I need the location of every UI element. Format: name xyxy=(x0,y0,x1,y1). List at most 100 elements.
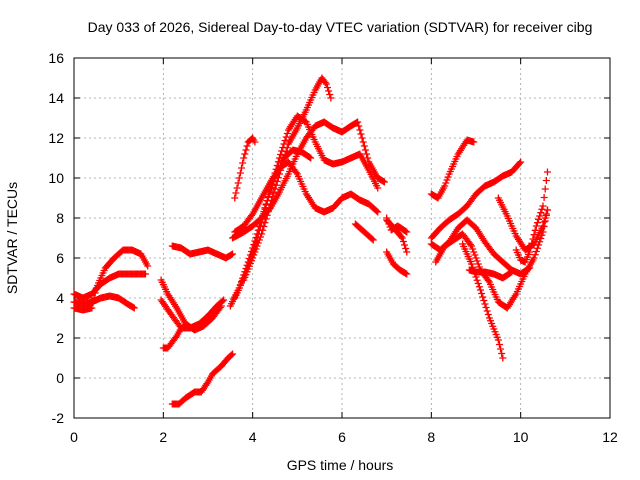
data-point xyxy=(229,350,237,358)
data-point xyxy=(507,269,515,277)
data-point xyxy=(255,236,263,244)
data-point xyxy=(129,303,137,311)
data-point xyxy=(541,214,549,222)
data-point xyxy=(526,248,534,256)
data-point xyxy=(240,154,248,162)
data-point xyxy=(531,251,539,259)
series-s1 xyxy=(70,246,152,314)
data-point xyxy=(471,251,479,259)
data-point xyxy=(252,245,260,253)
data-point xyxy=(251,248,259,256)
series-s24 xyxy=(465,266,516,282)
y-axis-ticks: -2 0 2 4 6 8 10 12 14 16 xyxy=(48,50,610,426)
data-point xyxy=(533,219,541,227)
data-point xyxy=(231,194,239,202)
data-point xyxy=(397,233,405,241)
data-point xyxy=(542,210,550,218)
data-point xyxy=(242,146,250,154)
data-point xyxy=(470,248,478,256)
data-point xyxy=(238,164,245,172)
data-point xyxy=(306,153,314,161)
x-tick-label: 8 xyxy=(427,429,435,445)
x-tick-label: 12 xyxy=(602,429,618,445)
series-s8 xyxy=(168,350,237,408)
data-point xyxy=(541,185,549,193)
data-point xyxy=(269,193,277,200)
data-point xyxy=(277,166,285,174)
data-point xyxy=(402,245,410,252)
series-s18 xyxy=(383,214,411,236)
data-point xyxy=(263,211,271,219)
data-point xyxy=(262,215,270,223)
data-point xyxy=(321,79,329,86)
data-point xyxy=(272,181,280,189)
data-point xyxy=(444,173,452,181)
data-point xyxy=(374,184,382,192)
x-axis-label: GPS time / hours xyxy=(287,457,394,473)
data-point xyxy=(274,158,282,166)
data-point xyxy=(530,254,538,262)
data-point xyxy=(236,169,244,177)
data-point xyxy=(478,290,486,297)
data-point xyxy=(239,159,247,167)
data-point xyxy=(527,244,535,252)
data-point xyxy=(533,244,541,252)
data-point xyxy=(537,209,545,217)
data-point xyxy=(402,269,410,277)
data-point xyxy=(543,206,551,214)
series-s20 xyxy=(427,158,525,242)
y-tick-label: 16 xyxy=(48,50,64,66)
data-point xyxy=(360,142,368,150)
data-point xyxy=(203,380,211,388)
data-point xyxy=(475,283,483,291)
data-point xyxy=(265,204,273,212)
data-point xyxy=(498,350,506,357)
data-point xyxy=(232,189,240,197)
data-point xyxy=(260,223,268,230)
data-point xyxy=(233,184,241,192)
data-point xyxy=(220,296,228,304)
data-point xyxy=(532,222,540,230)
data-point xyxy=(283,144,291,152)
series-s13 xyxy=(231,134,259,202)
x-tick-label: 0 xyxy=(70,429,78,445)
series-s22 xyxy=(432,206,551,312)
data-point xyxy=(361,146,369,154)
data-point xyxy=(227,351,235,359)
data-point xyxy=(327,94,335,102)
data-point xyxy=(354,118,362,126)
data-point xyxy=(250,251,258,259)
data-point xyxy=(479,293,487,301)
data-point xyxy=(363,150,371,158)
series-s25 xyxy=(494,194,551,254)
data-point xyxy=(267,200,275,208)
data-point xyxy=(358,134,366,142)
data-point xyxy=(268,196,276,204)
series-s19 xyxy=(427,136,478,202)
data-point xyxy=(466,241,474,248)
data-point xyxy=(494,336,502,344)
data-point xyxy=(326,91,334,98)
data-point xyxy=(275,170,283,178)
data-point xyxy=(356,126,364,134)
data-point xyxy=(401,241,409,249)
data-point xyxy=(279,159,287,167)
data-point xyxy=(249,254,257,262)
chart-title: Day 033 of 2026, Sidereal Day-to-day VTE… xyxy=(88,19,593,35)
data-point xyxy=(539,202,547,210)
data-point xyxy=(483,307,491,315)
y-tick-label: 6 xyxy=(56,250,64,266)
data-marks xyxy=(70,74,551,408)
data-point xyxy=(474,280,482,287)
data-point xyxy=(384,217,392,225)
data-point xyxy=(325,87,333,95)
data-point xyxy=(234,179,242,187)
data-point xyxy=(468,260,476,268)
data-point xyxy=(229,250,237,258)
y-tick-label: -2 xyxy=(52,410,65,426)
data-point xyxy=(259,226,267,234)
data-point xyxy=(443,176,451,184)
data-point xyxy=(528,239,536,247)
data-point xyxy=(542,177,550,184)
